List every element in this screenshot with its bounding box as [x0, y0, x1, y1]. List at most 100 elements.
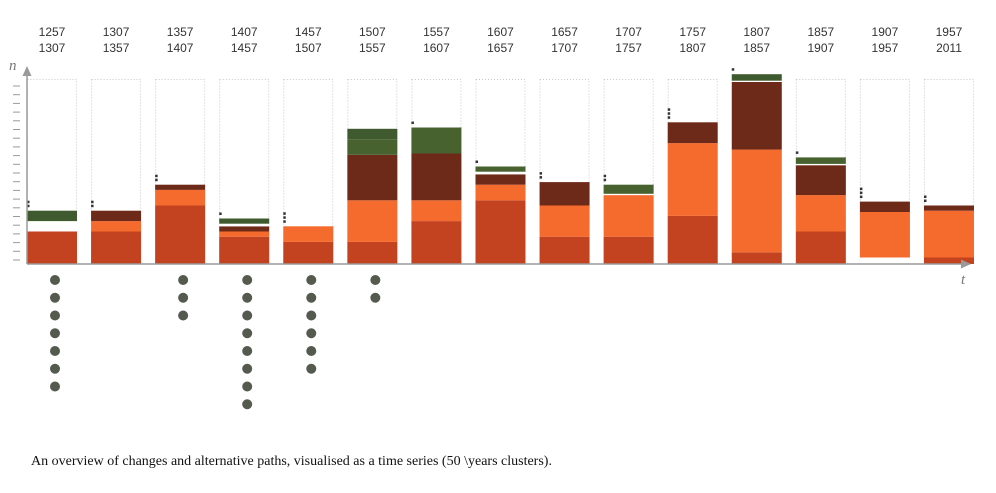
bar-segment-rust: [91, 231, 142, 264]
bar-segment-rust: [923, 257, 974, 264]
alternative-path-dot: [242, 381, 253, 392]
bar-segment-white: [731, 80, 782, 82]
small-marker: [411, 121, 414, 124]
period-label-end: 1407: [167, 41, 194, 55]
bar-segment-orange: [91, 221, 142, 232]
column-frame: [603, 79, 654, 264]
bar-segment-white: [27, 221, 77, 232]
small-marker: [859, 191, 863, 195]
bar-segment-rust: [795, 231, 846, 264]
period-label-end: 1857: [743, 41, 770, 55]
small-marker: [27, 200, 30, 204]
period-label-start: 1357: [167, 25, 194, 39]
alternative-path-dot: [306, 346, 317, 356]
period-label-start: 1257: [39, 25, 66, 39]
period-label-end: 2011: [936, 41, 962, 55]
alternative-path-dot: [242, 346, 253, 356]
x-axis-label: t: [961, 272, 966, 288]
bar-segment-light-green: [347, 139, 398, 155]
column-frames: [27, 79, 974, 264]
alternative-path-dot: [306, 328, 317, 339]
figure-caption: An overview of changes and alternative p…: [31, 454, 552, 469]
column-frame: [539, 79, 590, 264]
small-marker: [155, 178, 158, 182]
alternative-path-dot: [370, 275, 381, 285]
bar-segment-white: [859, 257, 910, 264]
alternative-path-dot: [242, 328, 253, 339]
small-markers: [27, 68, 927, 223]
bar-segment-maroon: [155, 184, 206, 190]
alternative-path-dot: [50, 346, 60, 356]
period-label-end: 1607: [423, 41, 450, 55]
alternative-path-dot: [50, 363, 60, 374]
y-axis-arrow: [22, 66, 32, 76]
bar-segment-light-green: [411, 127, 462, 154]
bar-segment-light-green: [795, 157, 846, 164]
alternative-path-dot: [178, 275, 189, 285]
period-label-start: 1307: [103, 25, 130, 39]
axes: nt: [9, 58, 971, 288]
alternative-path-dot: [50, 310, 60, 321]
bar-segment-maroon: [91, 210, 142, 222]
alternative-path-dot: [242, 275, 253, 285]
small-marker: [603, 178, 607, 182]
bar-segment-maroon: [795, 165, 846, 196]
alternative-path-dot: [242, 310, 253, 321]
alternative-path-dots: [50, 275, 381, 410]
period-label-start: 1907: [872, 25, 899, 39]
small-marker: [667, 108, 671, 111]
bar-segment-orange: [411, 200, 462, 222]
period-label-end: 1657: [487, 41, 514, 55]
column-frame: [27, 79, 77, 264]
period-label-end: 1707: [551, 41, 578, 55]
small-marker: [283, 220, 286, 223]
bar-segment-rust: [475, 200, 526, 264]
small-marker: [603, 174, 607, 178]
alternative-path-dot: [242, 292, 253, 303]
small-marker: [731, 68, 735, 71]
small-marker: [923, 195, 927, 198]
bar-segment-maroon: [859, 201, 910, 212]
period-label-start: 1957: [936, 25, 963, 39]
bar-segment-light-green: [475, 166, 526, 172]
column-frame: [283, 79, 334, 264]
bar-segment-rust: [603, 236, 654, 264]
period-label-start: 1507: [359, 25, 386, 39]
bar-segment-maroon: [923, 205, 974, 211]
bar-segment-rust: [731, 252, 782, 264]
bar-segment-maroon: [539, 182, 590, 206]
alternative-path-dot: [306, 363, 317, 374]
bar-segment-white: [795, 163, 846, 166]
small-marker: [155, 174, 158, 178]
bar-segment-white: [603, 193, 654, 196]
small-marker: [667, 116, 671, 119]
period-label-start: 1707: [615, 25, 642, 39]
small-marker: [91, 200, 94, 204]
period-label-end: 1507: [295, 41, 322, 55]
bar-segment-light-green: [603, 184, 654, 194]
period-label-start: 1757: [679, 25, 706, 39]
small-marker: [475, 160, 478, 163]
bar-segment-rust: [283, 241, 334, 264]
x-axis-arrow: [961, 259, 971, 269]
bar-segment-orange: [859, 212, 910, 258]
bar-segment-rust: [219, 236, 270, 264]
bar-segment-dark-green: [27, 210, 77, 222]
bar-segment-rust: [27, 231, 77, 264]
stacked-bars: [27, 74, 974, 264]
small-marker: [795, 151, 799, 154]
bar-segment-maroon: [347, 154, 398, 201]
alternative-path-dot: [50, 328, 60, 339]
bar-segment-rust: [411, 221, 462, 264]
small-marker: [923, 199, 927, 202]
small-marker: [539, 172, 543, 175]
small-marker: [283, 216, 286, 219]
column-frame: [923, 79, 974, 264]
bar-segment-orange: [219, 231, 270, 237]
alternative-path-dot: [306, 292, 317, 303]
bar-segment-maroon: [219, 226, 270, 232]
bar-segment-maroon: [667, 122, 718, 144]
bar-segment-maroon: [731, 82, 782, 150]
alternative-path-dot: [178, 292, 189, 303]
